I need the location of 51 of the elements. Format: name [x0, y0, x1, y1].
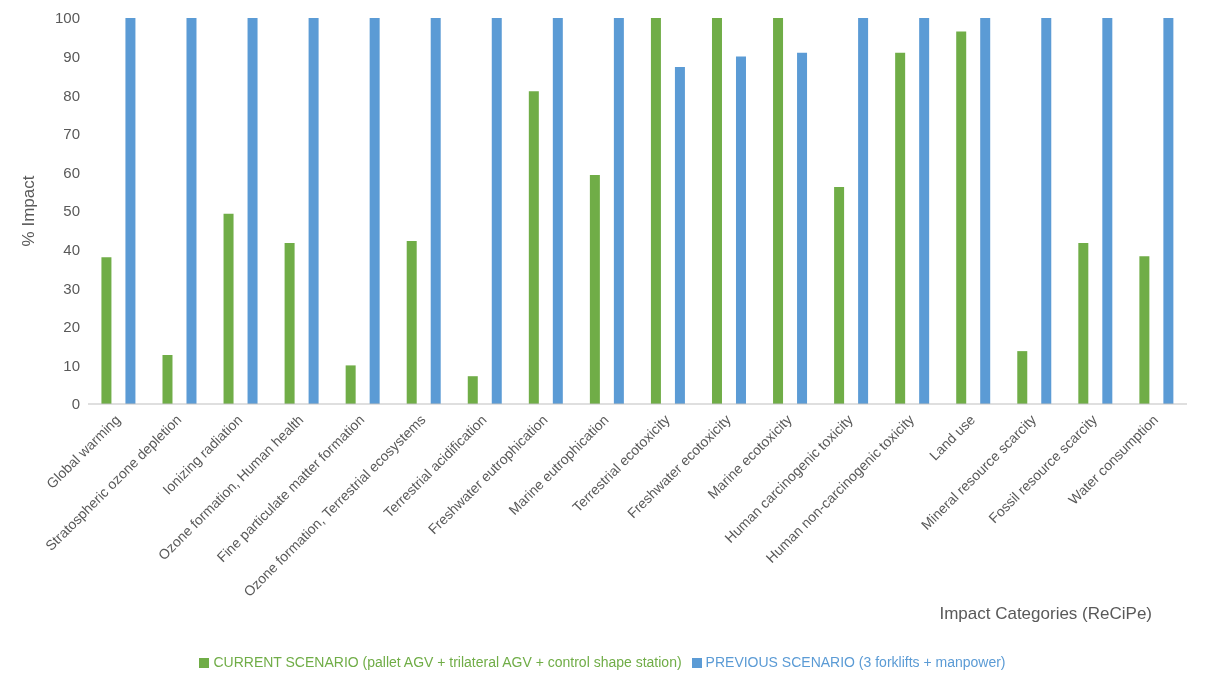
bar	[528, 91, 539, 404]
y-tick-label: 90	[63, 47, 80, 65]
bar	[552, 18, 563, 404]
bar	[430, 18, 441, 404]
bar	[125, 18, 136, 404]
y-tick-label: 10	[63, 356, 80, 374]
bar	[1078, 243, 1089, 404]
bar	[650, 18, 661, 404]
bar	[186, 18, 197, 404]
bar	[1017, 351, 1028, 404]
bar	[1139, 256, 1150, 404]
bar	[308, 18, 319, 404]
bar	[919, 18, 930, 404]
bar	[956, 31, 967, 404]
y-axis-title: % Impact	[19, 175, 39, 247]
bar	[345, 365, 356, 404]
bar	[162, 354, 173, 404]
bar	[491, 18, 502, 404]
y-tick-label: 20	[63, 318, 80, 336]
bar	[369, 18, 380, 404]
bar	[406, 241, 417, 404]
bar	[284, 243, 295, 404]
y-tick-label: 60	[63, 163, 80, 181]
y-tick-label: 70	[63, 125, 80, 143]
bar	[1041, 18, 1052, 404]
bar	[101, 257, 112, 404]
bar	[735, 56, 746, 404]
legend-label: CURRENT SCENARIO (pallet AGV + trilateral AGV + control shape station)	[213, 654, 682, 670]
bar	[223, 213, 234, 404]
y-tick-label: 80	[63, 86, 80, 104]
bar	[589, 175, 600, 404]
bar	[895, 52, 906, 404]
bar	[1163, 18, 1174, 404]
bar	[467, 376, 478, 404]
y-tick-label: 0	[71, 395, 80, 413]
bar	[247, 18, 258, 404]
x-axis-title: Impact Categories (ReCiPe)	[939, 604, 1152, 623]
bar	[858, 18, 869, 404]
bar	[711, 18, 722, 404]
bar	[834, 187, 845, 404]
legend-label: PREVIOUS SCENARIO (3 forklifts + manpower)	[705, 654, 1006, 670]
y-tick-label: 40	[63, 240, 80, 258]
y-tick-label: 100	[54, 9, 80, 27]
bar	[1102, 18, 1113, 404]
bar	[797, 52, 808, 404]
bar	[773, 18, 784, 404]
bar	[980, 18, 991, 404]
y-tick-label: 50	[63, 202, 80, 220]
y-tick-label: 30	[63, 279, 80, 297]
bar	[613, 18, 624, 404]
bar	[674, 67, 685, 404]
